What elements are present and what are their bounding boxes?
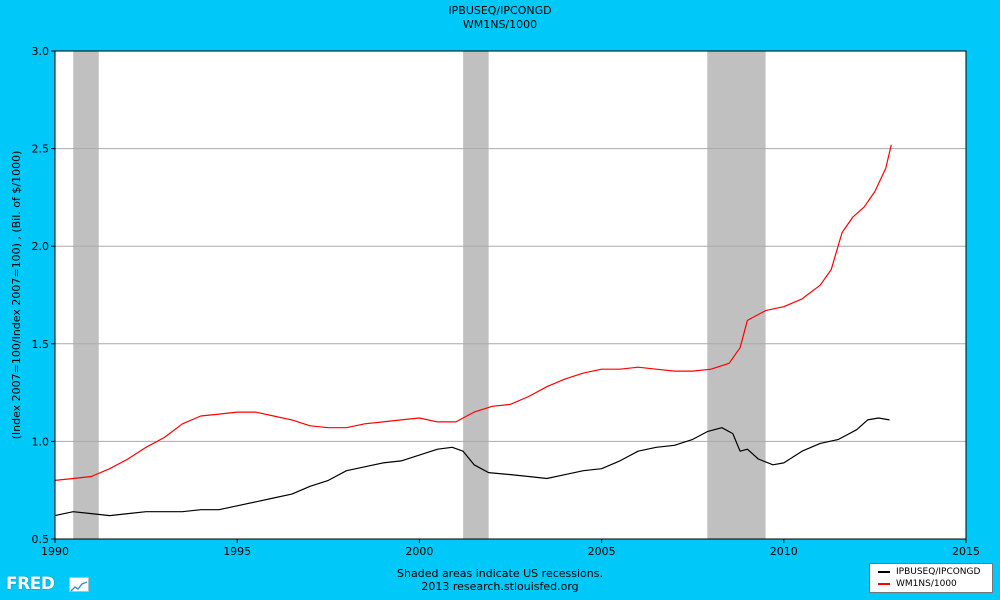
y-tick-label: 0.5 xyxy=(32,533,50,546)
chart-sparkline-icon xyxy=(69,577,89,592)
plot-area xyxy=(55,51,966,539)
chart-title-line2: WM1NS/1000 xyxy=(462,18,538,31)
recession-band xyxy=(463,51,489,539)
y-axis-label: (Index 2007=100/Index 2007=100) , (Bil. … xyxy=(10,151,23,440)
x-tick-label: 2015 xyxy=(952,545,980,558)
x-tick-label: 2000 xyxy=(405,545,433,558)
y-tick-label: 2.5 xyxy=(32,143,50,156)
series-line-0 xyxy=(54,417,890,517)
y-tick-label: 3.0 xyxy=(32,45,50,58)
recession-band xyxy=(707,51,766,539)
y-tick-label: 1.0 xyxy=(32,435,50,448)
legend-label: WM1NS/1000 xyxy=(896,579,957,589)
x-tick-label: 1995 xyxy=(223,545,251,558)
legend-swatch xyxy=(878,570,890,573)
legend-item: WM1NS/1000 xyxy=(878,579,957,590)
recession-band xyxy=(73,51,99,539)
x-tick-label: 1990 xyxy=(41,545,69,558)
legend-label: IPBUSEQ/IPCONGD xyxy=(896,567,981,577)
legend-item: IPBUSEQ/IPCONGD xyxy=(878,567,980,578)
recession-note: Shaded areas indicate US recessions. xyxy=(397,567,603,580)
chart-title-line1: IPBUSEQ/IPCONGD xyxy=(448,4,552,17)
y-tick-label: 2.0 xyxy=(32,240,50,253)
x-tick-label: 2005 xyxy=(588,545,616,558)
source-credit: 2013 research.stlouisfed.org xyxy=(421,580,579,593)
plot-border xyxy=(54,50,967,540)
chart-legend: IPBUSEQ/IPCONGD WM1NS/1000 xyxy=(869,563,993,593)
legend-swatch xyxy=(878,582,890,585)
y-tick-label: 1.5 xyxy=(32,338,50,351)
chart-title: IPBUSEQ/IPCONGD WM1NS/1000 xyxy=(0,4,1000,32)
x-tick-label: 2010 xyxy=(770,545,798,558)
fred-logo[interactable]: FRED xyxy=(6,574,55,594)
series-line-1 xyxy=(54,144,892,481)
chart-footer: Shaded areas indicate US recessions. 201… xyxy=(0,567,1000,593)
